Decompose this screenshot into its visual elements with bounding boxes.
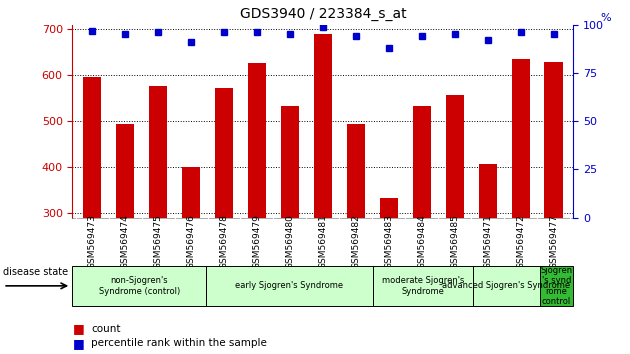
Text: count: count: [91, 324, 121, 333]
Bar: [83, 77, 101, 218]
Bar: [182, 167, 200, 218]
Text: advanced Sjogren's Syndrome: advanced Sjogren's Syndrome: [442, 281, 571, 290]
Bar: [314, 34, 332, 218]
Text: Sjogren
's synd
rome
control: Sjogren 's synd rome control: [541, 266, 573, 306]
Text: GSM569472: GSM569472: [516, 214, 525, 269]
Text: GSM569477: GSM569477: [549, 214, 558, 269]
Text: GSM569483: GSM569483: [384, 214, 393, 269]
Text: %: %: [601, 13, 612, 23]
Bar: [206, 266, 373, 306]
Bar: [445, 95, 464, 218]
Bar: [116, 124, 134, 218]
Bar: [281, 106, 299, 218]
Text: GSM569475: GSM569475: [154, 214, 163, 269]
Text: GSM569478: GSM569478: [219, 214, 229, 269]
Bar: [413, 106, 431, 218]
Bar: [72, 266, 206, 306]
Bar: [215, 88, 233, 218]
Text: non-Sjogren's
Syndrome (control): non-Sjogren's Syndrome (control): [99, 276, 180, 296]
Bar: [544, 62, 563, 218]
Bar: [346, 124, 365, 218]
Bar: [473, 266, 540, 306]
Bar: [248, 63, 266, 218]
Text: ■: ■: [72, 337, 84, 350]
Text: GSM569471: GSM569471: [483, 214, 492, 269]
Text: GSM569485: GSM569485: [450, 214, 459, 269]
Text: GSM569473: GSM569473: [88, 214, 97, 269]
Bar: [149, 86, 167, 218]
Text: percentile rank within the sample: percentile rank within the sample: [91, 338, 267, 348]
Title: GDS3940 / 223384_s_at: GDS3940 / 223384_s_at: [239, 7, 406, 21]
Text: GSM569482: GSM569482: [352, 214, 360, 269]
Bar: [540, 266, 573, 306]
Bar: [380, 198, 398, 218]
Bar: [373, 266, 473, 306]
Text: disease state: disease state: [3, 267, 68, 277]
Text: GSM569480: GSM569480: [285, 214, 294, 269]
Text: GSM569479: GSM569479: [253, 214, 261, 269]
Text: GSM569476: GSM569476: [186, 214, 195, 269]
Bar: [479, 164, 496, 218]
Text: GSM569474: GSM569474: [121, 214, 130, 269]
Text: GSM569484: GSM569484: [417, 214, 427, 269]
Text: moderate Sjogren's
Syndrome: moderate Sjogren's Syndrome: [382, 276, 464, 296]
Bar: [512, 59, 530, 218]
Text: ■: ■: [72, 322, 84, 335]
Text: early Sjogren's Syndrome: early Sjogren's Syndrome: [236, 281, 343, 290]
Text: GSM569481: GSM569481: [318, 214, 328, 269]
